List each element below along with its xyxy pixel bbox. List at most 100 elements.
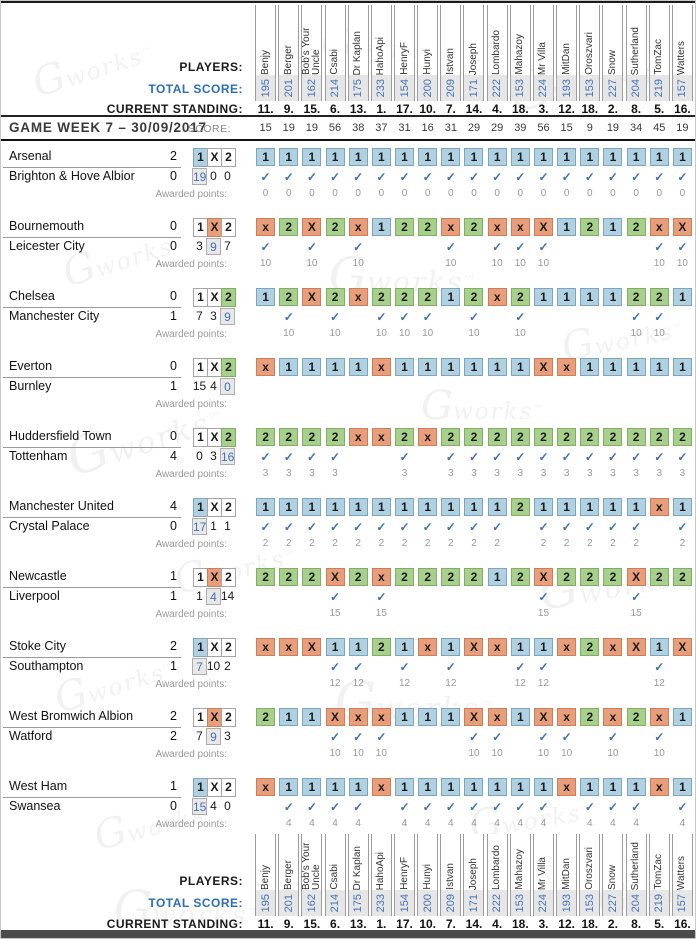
player-name: HahoApi [375,36,387,75]
outcome-header-cell: 2 [221,708,236,727]
outcome-header-cell: 1 [193,148,208,167]
prediction-cell: 2 [464,218,484,236]
prediction-cell: 1 [279,148,299,166]
outcome-header-cell: 1 [193,218,208,237]
current-standing-value: 2. [607,917,618,931]
player-column: Joseph 171 [463,834,485,916]
awarded-points-label: Awarded points: [155,259,227,270]
empty-points-slot [556,258,577,270]
player-name-wrap: HenryF [395,5,414,75]
total-score-value: 175 [352,78,365,98]
correct-check-icon: ✓ [515,800,526,814]
prediction-cell: 2 [649,288,669,306]
empty-points-slot [556,818,577,830]
outcome-count-cell: 3 [210,309,217,323]
prediction-cell: 1 [649,638,669,656]
correct-check-icon: ✓ [422,170,433,184]
week-score-value: 15 [259,122,272,134]
empty-points-slot [533,398,554,410]
prediction-cell: x [348,708,368,726]
player-column: Mahazoy 153 [509,834,531,916]
correct-check-icon: ✓ [353,660,364,674]
prediction-cell: x [649,778,669,796]
player-column: Hunyi 200 [417,834,439,916]
home-team-name: Huddersfield Town [9,429,112,443]
awarded-points-value: 4 [540,818,547,829]
correct-check-icon: ✓ [330,800,341,814]
points-row: 10 10 10 10 10 10 10 10 10 [254,748,694,760]
correct-check-icon: ✓ [306,520,317,534]
empty-points-slot [371,258,392,270]
correct-check-icon: ✓ [677,520,688,534]
empty-points-slot [579,608,600,620]
empty-points-slot [255,608,276,620]
correct-check-icon: ✓ [538,240,549,254]
empty-points-slot [278,748,299,760]
team-divider-line [3,727,181,728]
player-column: Snow 227 [602,834,624,916]
correct-check-icon: ✓ [607,450,618,464]
player-column: Mahazoy 153 [509,5,531,101]
prediction-cell: 2 [533,428,553,446]
correct-check-icon: ✓ [584,170,595,184]
correct-check-icon: ✓ [515,170,526,184]
empty-check-slot [580,730,599,746]
empty-check-slot [418,590,437,606]
empty-points-slot [626,398,647,410]
empty-check-slot [511,730,530,746]
correct-check-icon: ✓ [283,310,294,324]
away-team-name: Watford [9,729,53,743]
empty-check-slot [557,660,576,676]
away-team-goals: 0 [170,799,177,813]
outcome-count-cell: 7 [192,658,207,675]
week-score-row: 15 19 19 56 38 37 31 16 31 29 29 39 56 15 9 19 34 45 19 [254,122,694,134]
total-score-cell: 227 [603,890,623,916]
empty-check-slot [256,660,275,676]
current-standing-value: 4. [492,917,503,931]
prediction-cell: 1 [464,148,484,166]
total-score-value: 200 [421,893,434,913]
points-row: 12 12 12 12 12 12 12 [254,678,694,690]
awarded-points-value: 0 [424,188,431,199]
current-standing-value: 11. [257,102,274,116]
player-column: Bob's Your Uncle 162 [301,834,323,916]
player-name-wrap: Watters [673,834,692,890]
player-column: Benjy 195 [255,5,277,101]
empty-check-slot [488,310,507,326]
total-score-cell: 153 [580,890,600,916]
correct-check-icon: ✓ [376,590,387,604]
correct-check-icon: ✓ [468,800,480,814]
prediction-cell: 1 [418,708,438,726]
prediction-cell: 1 [672,498,692,516]
prediction-cell: 1 [580,778,600,796]
empty-check-slot [511,590,530,606]
correct-check-icon: ✓ [330,520,341,534]
awarded-points-value: 0 [610,188,616,199]
awarded-points-value: 4 [401,818,408,829]
team-divider-line [3,307,181,308]
empty-points-slot [371,818,392,830]
check-row: ✓ ✓ ✓ ✓ ✓ ✓ ✓ ✓ ✓ [254,240,694,256]
player-name: Dr Kaplan [352,30,364,75]
player-name: Mahazoy [514,849,526,890]
total-score-cell: 204 [626,75,646,101]
prediction-cell: x [510,218,530,236]
player-name: Dr Kaplan [352,845,364,890]
player-name-wrap: Mr Villa [534,5,553,75]
player-name: MitDan [560,858,572,890]
players-label: PLAYERS: [179,874,243,888]
outcome-header-cell: 2 [221,358,236,377]
current-standing-value: 8. [631,102,642,116]
correct-check-icon: ✓ [631,310,642,324]
correct-check-icon: ✓ [492,800,503,814]
week-score-value: 45 [653,122,666,134]
correct-check-icon: ✓ [631,800,642,814]
correct-check-icon: ✓ [492,730,503,744]
outcome-counts: 7 10 2 [192,658,235,675]
total-score-cell: 204 [626,890,646,916]
outcome-header-cell: 2 [221,288,236,307]
